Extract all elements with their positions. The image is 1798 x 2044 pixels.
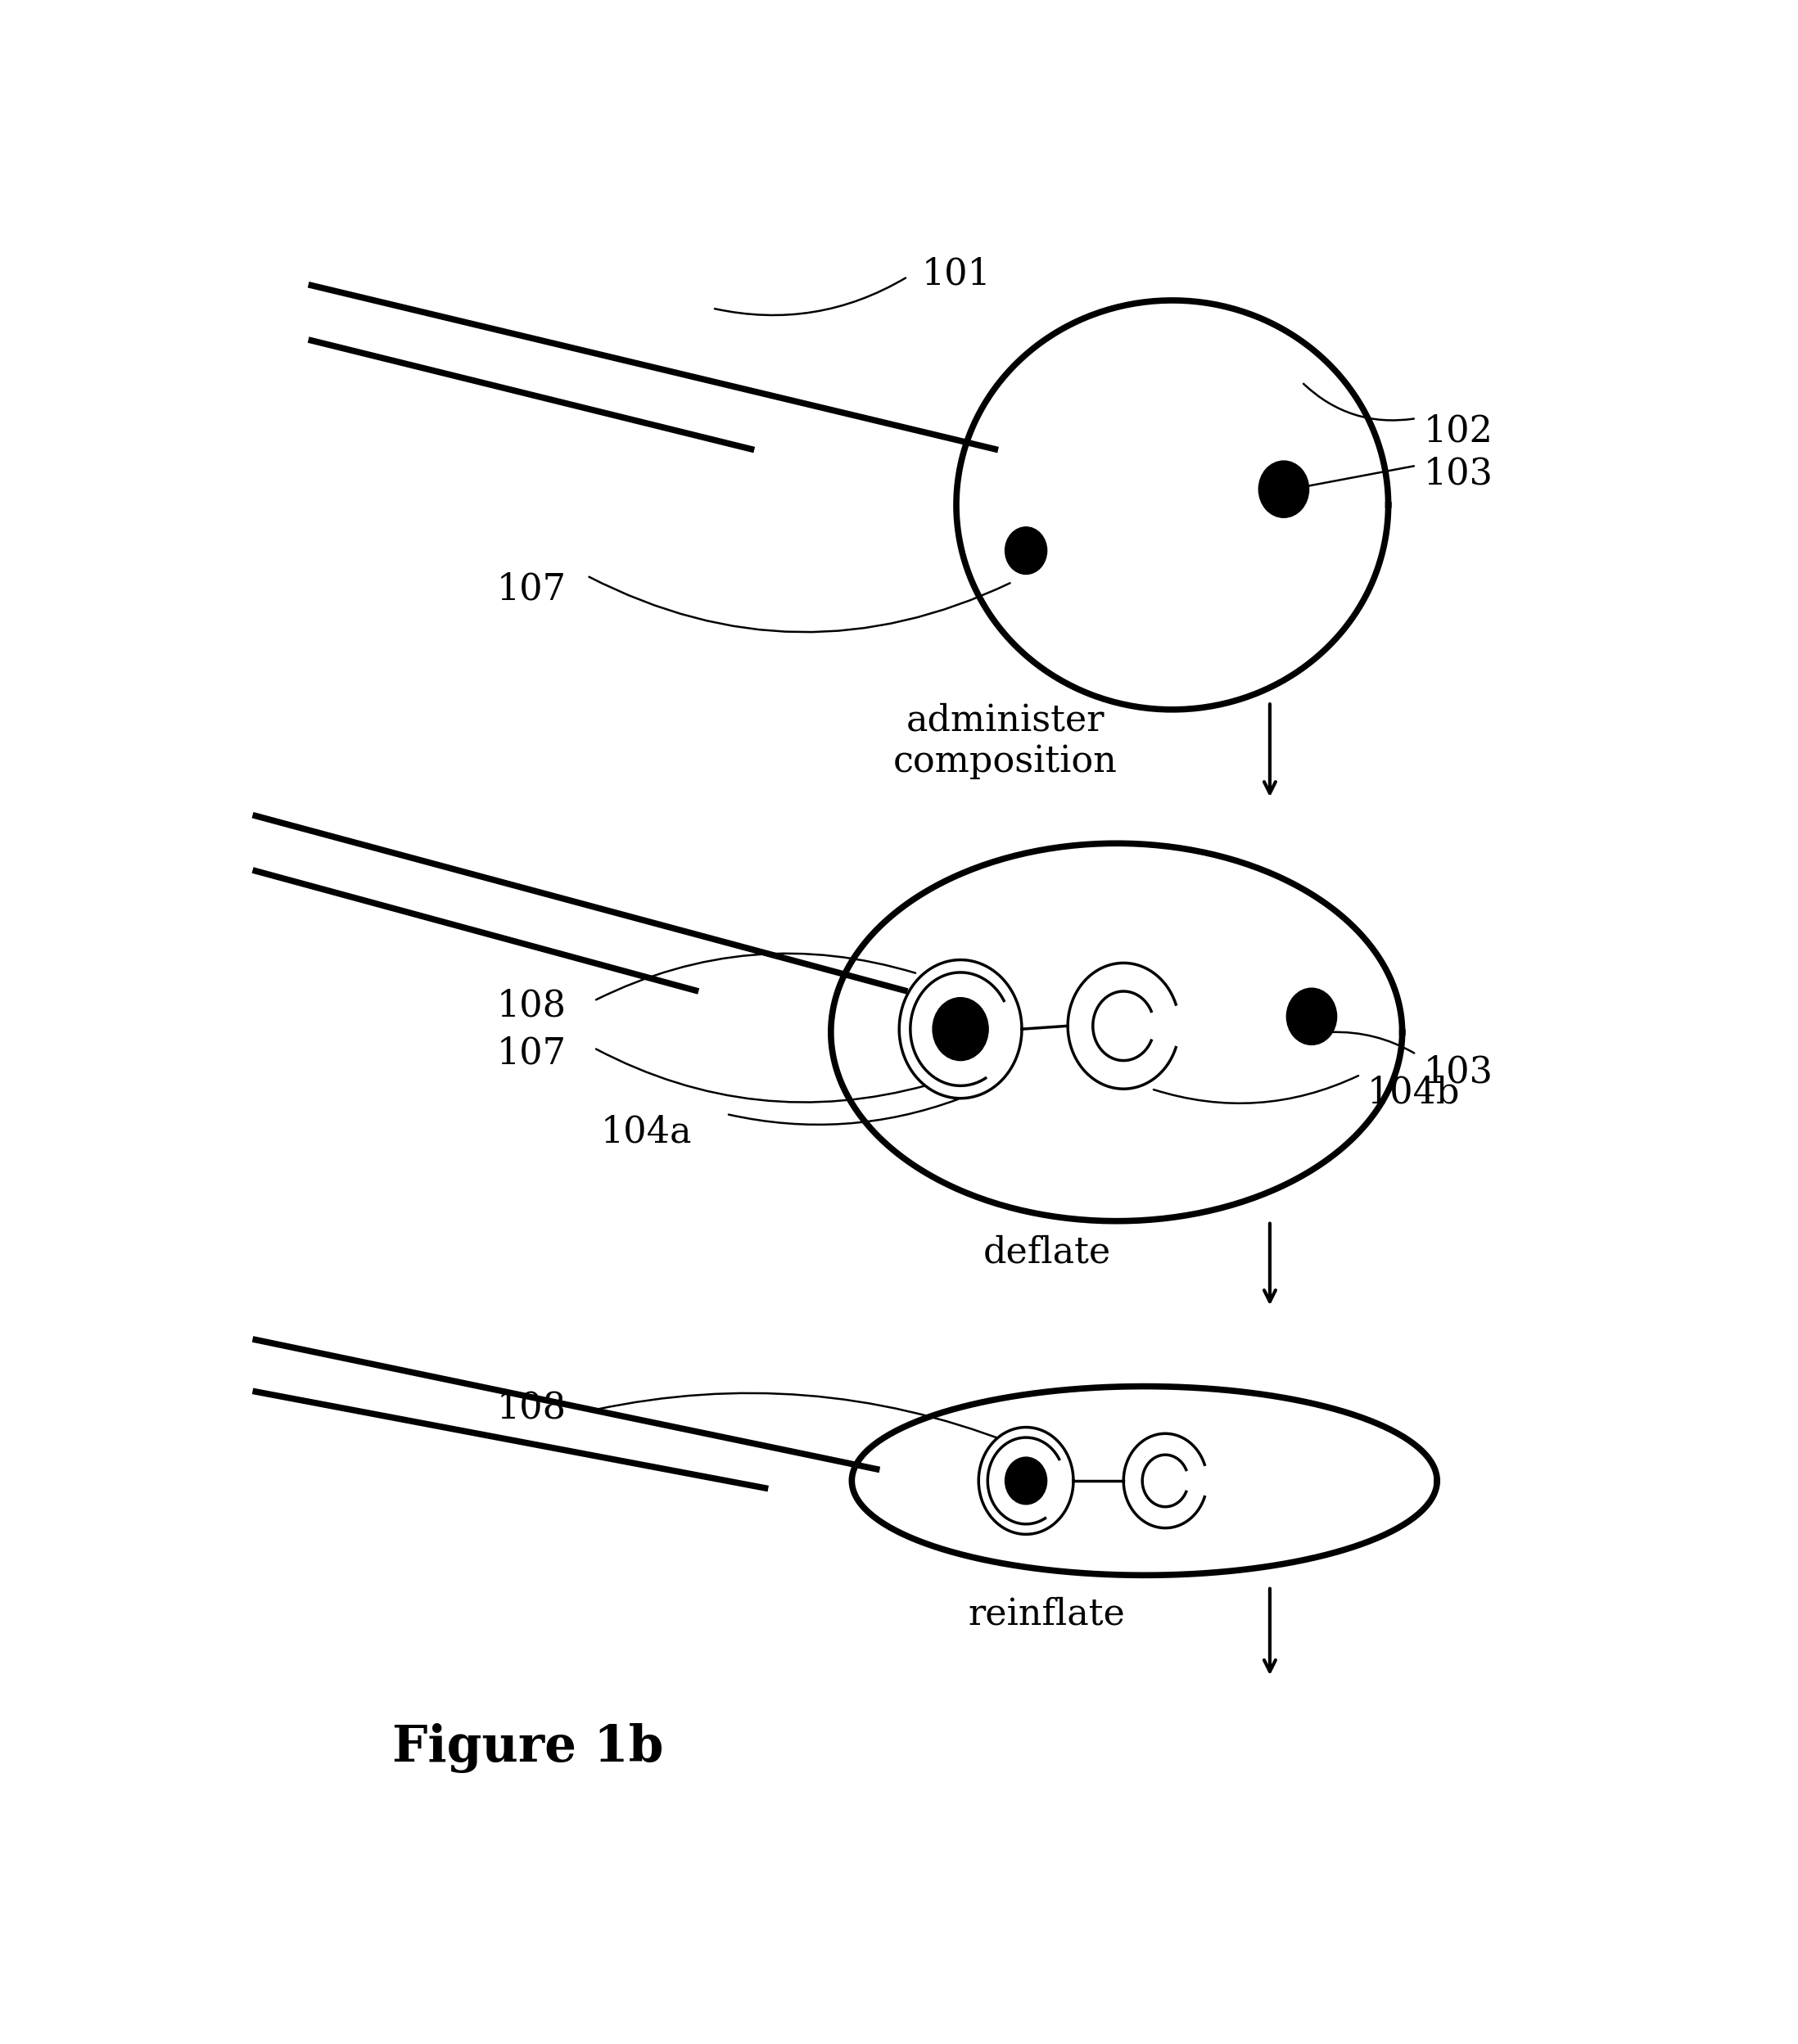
Polygon shape: [831, 844, 1402, 1220]
Text: 102: 102: [1424, 415, 1492, 450]
Polygon shape: [852, 1386, 1437, 1576]
Circle shape: [1005, 527, 1046, 574]
Polygon shape: [1124, 1433, 1206, 1529]
Text: 103: 103: [1424, 456, 1492, 493]
Text: 107: 107: [496, 572, 566, 607]
Text: 104b: 104b: [1366, 1075, 1460, 1110]
Text: 108: 108: [496, 989, 566, 1024]
Polygon shape: [957, 300, 1388, 709]
Polygon shape: [899, 961, 1021, 1098]
Text: Figure 1b: Figure 1b: [392, 1723, 663, 1774]
Circle shape: [1287, 987, 1336, 1044]
Circle shape: [1259, 460, 1309, 517]
Text: administer
composition: administer composition: [894, 703, 1117, 779]
Text: 101: 101: [922, 258, 991, 292]
Text: 107: 107: [496, 1036, 566, 1071]
Text: 104a: 104a: [601, 1114, 692, 1151]
Text: 108: 108: [496, 1390, 566, 1425]
Circle shape: [1005, 1457, 1046, 1504]
Polygon shape: [1068, 963, 1179, 1089]
Text: reinflate: reinflate: [969, 1596, 1126, 1633]
Polygon shape: [978, 1427, 1073, 1535]
Circle shape: [933, 997, 989, 1061]
Text: 103: 103: [1424, 1055, 1492, 1089]
Text: deflate: deflate: [984, 1235, 1111, 1269]
